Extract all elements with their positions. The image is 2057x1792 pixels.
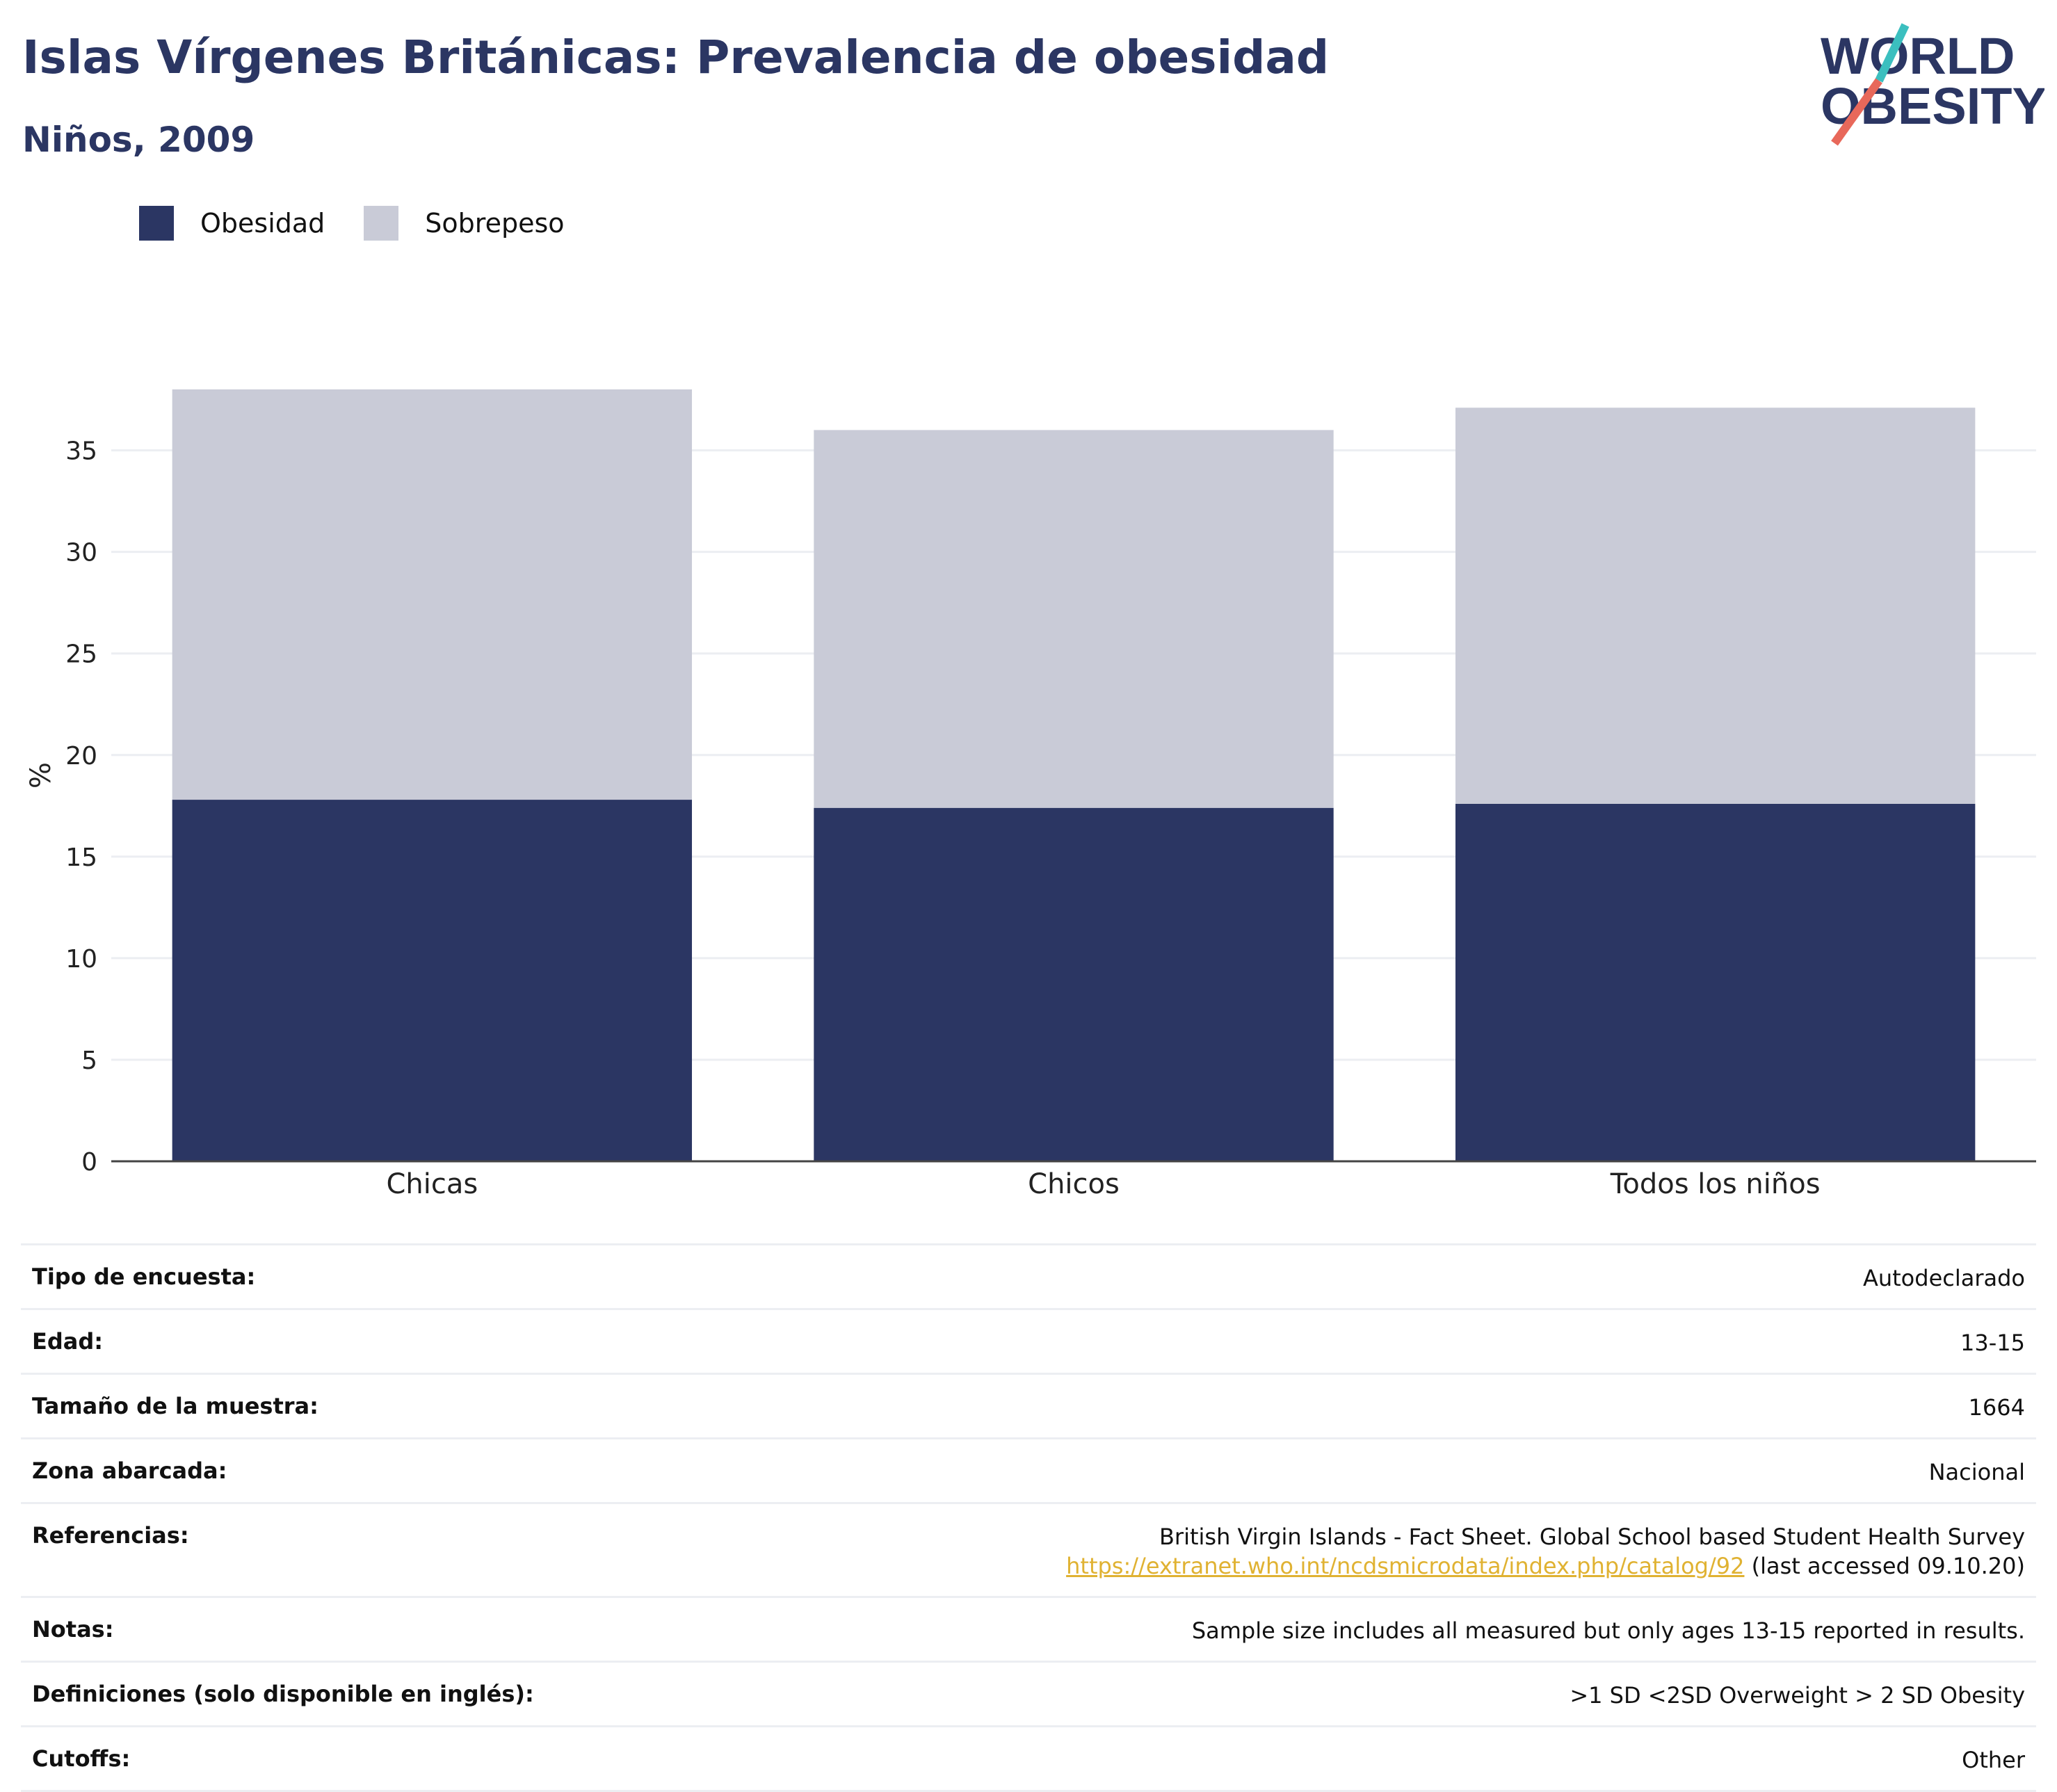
reference-text: British Virgin Islands - Fact Sheet. Glo… [1159, 1524, 2025, 1550]
bar-sobrepeso-3 [1455, 407, 1976, 804]
page-subtitle: Niños, 2009 [22, 120, 255, 160]
reference-accessed: (last accessed 09.10.20) [1751, 1553, 2025, 1579]
info-value: Nacional [1928, 1459, 2025, 1485]
info-row-cutoffs: Cutoffs: Other [21, 1725, 2036, 1792]
info-value-references: British Virgin Islands - Fact Sheet. Glo… [1066, 1522, 2025, 1581]
logo-line1: WORLD [1821, 27, 2015, 85]
info-label: Cutoffs: [32, 1745, 131, 1772]
info-row-area: Zona abarcada: Nacional [21, 1437, 2036, 1502]
logo-slash-top [1875, 23, 1910, 83]
y-tick-label: 25 [65, 640, 97, 669]
info-table: Tipo de encuesta: Autodeclarado Edad: 13… [21, 1243, 2036, 1792]
x-tick-label: Chicos [1028, 1168, 1120, 1200]
info-label: Notas: [32, 1616, 114, 1642]
info-row-definitions: Definiciones (solo disponible en inglés)… [21, 1661, 2036, 1725]
bar-obesidad-1 [172, 800, 693, 1161]
logo-slash-bottom [1831, 78, 1882, 146]
legend-swatch-sobrepeso [364, 206, 399, 241]
world-obesity-logo: WORLD OBESITY [1821, 23, 2044, 146]
info-label: Definiciones (solo disponible en inglés)… [32, 1681, 534, 1707]
info-value: 13-15 [1960, 1330, 2025, 1356]
info-value: Autodeclarado [1862, 1265, 2025, 1291]
bar-obesidad-3 [1455, 803, 1976, 1161]
y-tick-label: 35 [65, 437, 97, 466]
info-row-age: Edad: 13-15 [21, 1308, 2036, 1373]
bar-obesidad-2 [814, 807, 1334, 1161]
y-tick-label: 20 [65, 742, 97, 770]
y-tick-label: 0 [81, 1148, 97, 1177]
y-tick-label: 5 [81, 1047, 97, 1075]
legend-item-sobrepeso[interactable]: Sobrepeso [364, 206, 565, 241]
info-row-sample-size: Tamaño de la muestra: 1664 [21, 1373, 2036, 1437]
info-row-references: Referencias: British Virgin Islands - Fa… [21, 1502, 2036, 1596]
y-tick-label: 15 [65, 843, 97, 872]
info-value: Sample size includes all measured but on… [1191, 1617, 2025, 1644]
y-axis-label: % [25, 762, 57, 789]
logo-line2: OBESITY [1821, 77, 2044, 135]
info-label: Tipo de encuesta: [32, 1264, 256, 1290]
info-value: 1664 [1968, 1394, 2025, 1421]
info-row-survey-type: Tipo de encuesta: Autodeclarado [21, 1243, 2036, 1308]
info-label: Edad: [32, 1328, 104, 1355]
info-label: Zona abarcada: [32, 1458, 227, 1484]
info-value: Other [1962, 1747, 2025, 1773]
legend-swatch-obesidad [139, 206, 174, 241]
x-tick-label: Chicas [386, 1168, 478, 1200]
y-tick-label: 10 [65, 945, 97, 974]
bar-sobrepeso-1 [172, 389, 693, 800]
info-label: Referencias: [32, 1522, 189, 1549]
info-value: >1 SD <2SD Overweight > 2 SD Obesity [1570, 1682, 2025, 1709]
y-tick-label: 30 [65, 539, 97, 567]
chart-legend: Obesidad Sobrepeso [139, 206, 604, 241]
info-row-notes: Notas: Sample size includes all measured… [21, 1596, 2036, 1661]
x-tick-label: Todos los niños [1610, 1168, 1821, 1200]
legend-label-obesidad: Obesidad [200, 208, 325, 239]
stacked-bar-chart: 0 5 10 15 20 25 30 35% Chicas Chicos Todos los niñ… [25, 389, 2036, 1200]
legend-item-obesidad[interactable]: Obesidad [139, 206, 325, 241]
bar-sobrepeso-2 [814, 430, 1334, 808]
reference-link[interactable]: https://extranet.who.int/ncdsmicrodata/i… [1066, 1553, 1745, 1579]
legend-label-sobrepeso: Sobrepeso [425, 208, 565, 239]
page-title: Islas Vírgenes Británicas: Prevalencia d… [22, 31, 1330, 84]
info-label: Tamaño de la muestra: [32, 1393, 318, 1419]
